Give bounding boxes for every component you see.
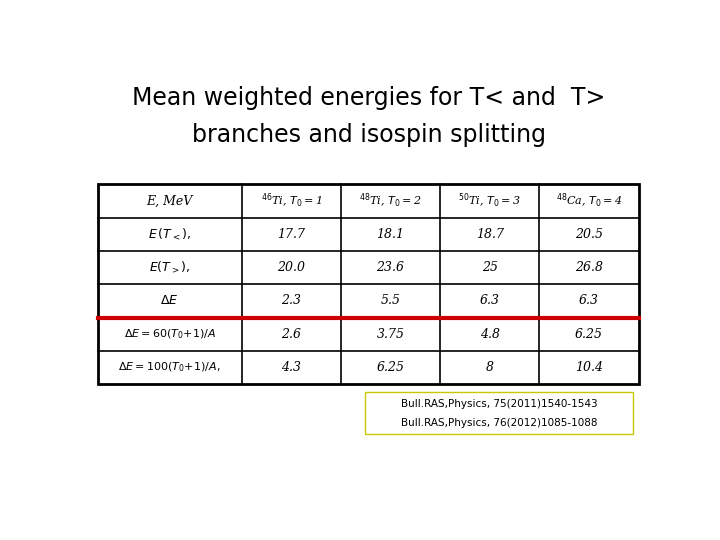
Text: $\Delta E$$=$$60(T_0$$+$$1)/A$: $\Delta E$$=$$60(T_0$$+$$1)/A$: [124, 327, 216, 341]
Text: 10.4: 10.4: [575, 361, 603, 374]
Text: 20.5: 20.5: [575, 228, 603, 241]
Text: 23.6: 23.6: [377, 261, 405, 274]
Text: 5.5: 5.5: [380, 294, 400, 307]
Text: $^{48}$Ca, $\mathit{T}_0$$\mathit{=}$4: $^{48}$Ca, $\mathit{T}_0$$\mathit{=}$4: [556, 192, 622, 210]
Text: $^{50}$Ti, $\mathit{T}_0$$\mathit{=}$3: $^{50}$Ti, $\mathit{T}_0$$\mathit{=}$3: [459, 192, 521, 210]
Text: 8: 8: [486, 361, 494, 374]
Text: Bull.RAS,Physics, 75(2011)1540-1543: Bull.RAS,Physics, 75(2011)1540-1543: [400, 399, 597, 409]
Text: 4.3: 4.3: [282, 361, 301, 374]
Text: 6.25: 6.25: [377, 361, 405, 374]
Text: 18.7: 18.7: [476, 228, 504, 241]
Text: E, MeV: E, MeV: [146, 194, 193, 207]
Text: 2.6: 2.6: [282, 328, 301, 341]
Text: 6.3: 6.3: [480, 294, 500, 307]
Text: $^{48}$Ti, $\mathit{T}_0$$\mathit{=}$2: $^{48}$Ti, $\mathit{T}_0$$\mathit{=}$2: [359, 192, 422, 210]
Text: 3.75: 3.75: [377, 328, 405, 341]
Text: 6.25: 6.25: [575, 328, 603, 341]
Text: $^{46}$Ti, $\mathit{T}_0$$\mathit{=}$1: $^{46}$Ti, $\mathit{T}_0$$\mathit{=}$1: [261, 192, 322, 210]
Text: branches and isospin splitting: branches and isospin splitting: [192, 123, 546, 146]
Text: 18.1: 18.1: [377, 228, 405, 241]
Text: 20.0: 20.0: [277, 261, 305, 274]
Text: $E\,(T_<),$: $E\,(T_<),$: [148, 227, 192, 242]
Text: $\Delta E$$=$$100(T_0$$+$$1)/A,$: $\Delta E$$=$$100(T_0$$+$$1)/A,$: [119, 361, 221, 374]
Text: Mean weighted energies for T< and  T>: Mean weighted energies for T< and T>: [132, 86, 606, 110]
Text: 17.7: 17.7: [277, 228, 305, 241]
Text: $\Delta E$: $\Delta E$: [161, 294, 179, 307]
Text: $E(T_>),$: $E(T_>),$: [149, 260, 190, 275]
Text: Bull.RAS,Physics, 76(2012)1085-1088: Bull.RAS,Physics, 76(2012)1085-1088: [400, 417, 597, 428]
Text: 26.8: 26.8: [575, 261, 603, 274]
Text: 25: 25: [482, 261, 498, 274]
Text: 6.3: 6.3: [579, 294, 599, 307]
Text: 4.8: 4.8: [480, 328, 500, 341]
Text: 2.3: 2.3: [282, 294, 301, 307]
